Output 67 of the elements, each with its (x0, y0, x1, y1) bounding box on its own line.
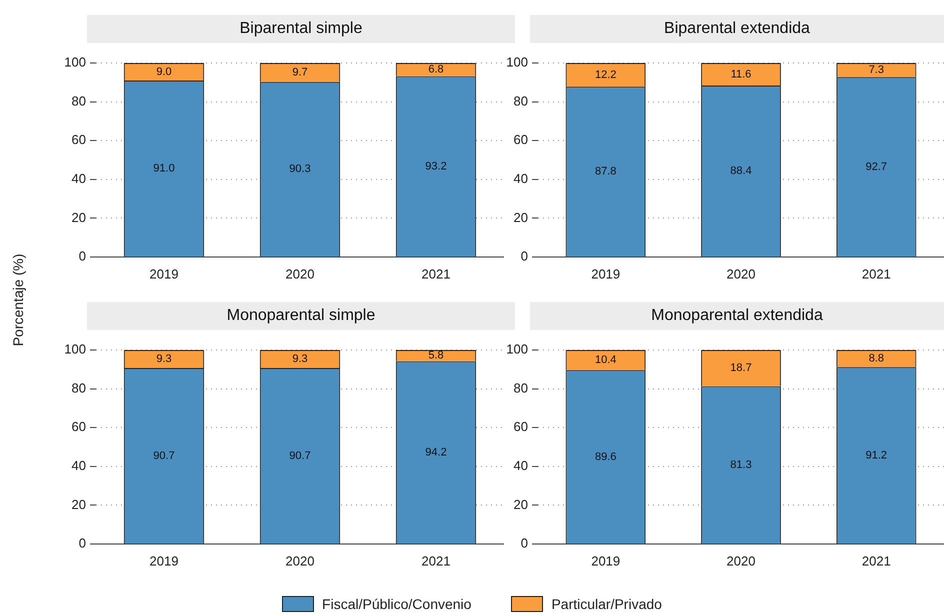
x-tick-label: 2020 (726, 553, 756, 568)
y-tick-label: 20 (72, 496, 86, 512)
data-label: 5.8 (428, 350, 444, 362)
y-tick-label: 80 (514, 380, 528, 396)
y-tick-label: 20 (514, 496, 528, 512)
data-label: 8.8 (868, 352, 884, 365)
legend-label: Fiscal/Público/Convenio (322, 596, 472, 612)
y-tick-label: 100 (506, 54, 528, 70)
data-label: 89.6 (594, 450, 616, 463)
y-tick-label: 60 (72, 419, 86, 434)
data-label: 10.4 (594, 354, 616, 366)
data-label: 9.7 (292, 66, 308, 78)
data-label: 9.3 (156, 353, 172, 366)
data-label: 92.7 (866, 160, 888, 173)
data-label: 90.7 (289, 450, 311, 462)
x-tick-label: 2019 (150, 266, 178, 282)
data-label: 87.8 (594, 166, 616, 178)
x-tick-label: 2019 (591, 553, 620, 568)
x-tick-label: 2021 (422, 553, 450, 568)
x-tick-label: 2021 (422, 266, 450, 282)
x-tick-label: 2019 (150, 553, 178, 568)
chart-title: Biparental simple (87, 15, 515, 43)
data-label: 94.2 (425, 446, 447, 458)
legend-label: Particular/Privado (551, 596, 662, 612)
y-tick-label: 0 (78, 248, 86, 264)
x-tick-label: 2021 (862, 553, 891, 568)
data-label: 12.2 (594, 68, 616, 81)
y-tick-label: 60 (514, 419, 528, 434)
x-tick-label: 2020 (286, 553, 314, 568)
data-label: 90.7 (153, 450, 175, 462)
data-label: 11.6 (730, 68, 752, 80)
data-label: 81.3 (730, 458, 752, 471)
y-tick-label: 0 (78, 536, 86, 551)
y-tick-label: 40 (72, 170, 86, 186)
data-label: 90.3 (289, 163, 311, 176)
y-axis-title: Porcentaje (%) (10, 254, 26, 346)
y-tick-label: 80 (72, 380, 86, 396)
chart-title: Biparental extendida (530, 15, 944, 43)
y-tick-label: 100 (506, 342, 528, 357)
data-label: 9.3 (292, 353, 308, 366)
y-tick-label: 40 (514, 458, 528, 473)
data-label: 7.3 (868, 64, 884, 76)
y-tick-label: 0 (520, 536, 528, 551)
data-label: 9.0 (156, 66, 172, 78)
x-tick-label: 2019 (591, 266, 620, 282)
y-tick-label: 20 (514, 210, 528, 225)
y-tick-label: 40 (72, 458, 86, 473)
y-tick-label: 100 (64, 54, 86, 70)
data-label: 91.0 (153, 162, 175, 175)
y-tick-label: 60 (72, 132, 86, 148)
x-tick-label: 2021 (862, 266, 891, 282)
y-tick-label: 100 (64, 342, 86, 357)
y-tick-label: 80 (514, 93, 528, 108)
chart-title: Monoparental simple (87, 302, 515, 330)
data-label: 18.7 (730, 362, 752, 374)
x-tick-label: 2020 (286, 266, 314, 282)
data-label: 91.2 (866, 449, 888, 462)
data-label: 6.8 (428, 64, 444, 76)
x-tick-label: 2020 (726, 266, 756, 282)
y-tick-label: 80 (72, 93, 86, 108)
y-tick-label: 0 (520, 248, 528, 264)
data-label: 93.2 (425, 160, 447, 172)
y-tick-label: 60 (514, 132, 528, 148)
y-tick-label: 40 (514, 170, 528, 186)
chart-title: Monoparental extendida (530, 302, 944, 330)
data-label: 88.4 (730, 165, 752, 178)
y-tick-label: 20 (72, 210, 86, 225)
